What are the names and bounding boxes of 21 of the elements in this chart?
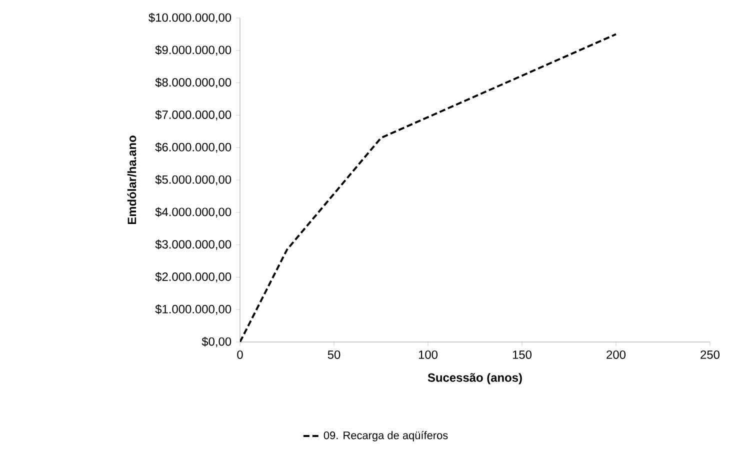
y-tick-label: $3.000.000,00 <box>155 240 232 250</box>
legend-label: 09. Recarga de aqüíferos <box>324 431 448 442</box>
x-tick-label: 200 <box>606 350 626 359</box>
x-tick-label: 0 <box>237 350 243 359</box>
y-tick-label: $0,00 <box>202 336 232 348</box>
y-axis-title: Emdólar/ha.ano <box>127 136 136 224</box>
y-tick-label: $6.000.000,00 <box>155 142 232 153</box>
y-tick-label: $2.000.000,00 <box>155 272 232 282</box>
y-tick-label: $10.000.000,00 <box>148 12 232 24</box>
y-tick-label: $1.000.000,00 <box>155 304 232 315</box>
x-tick-label: 50 <box>328 350 340 359</box>
y-tick-label: $4.000.000,00 <box>155 207 232 218</box>
y-tick-label: $5.000.000,00 <box>155 174 232 186</box>
y-tick-label: $9.000.000,00 <box>155 45 232 56</box>
x-axis-title: Sucessão (anos) <box>428 373 522 384</box>
y-tick-label: $7.000.000,00 <box>155 110 232 120</box>
x-tick-label: 250 <box>700 350 720 359</box>
line-series <box>240 33 617 342</box>
x-tick-label: 150 <box>512 350 532 359</box>
x-tick-label: 100 <box>418 350 438 359</box>
y-tick-label: $8.000.000,00 <box>155 78 232 88</box>
